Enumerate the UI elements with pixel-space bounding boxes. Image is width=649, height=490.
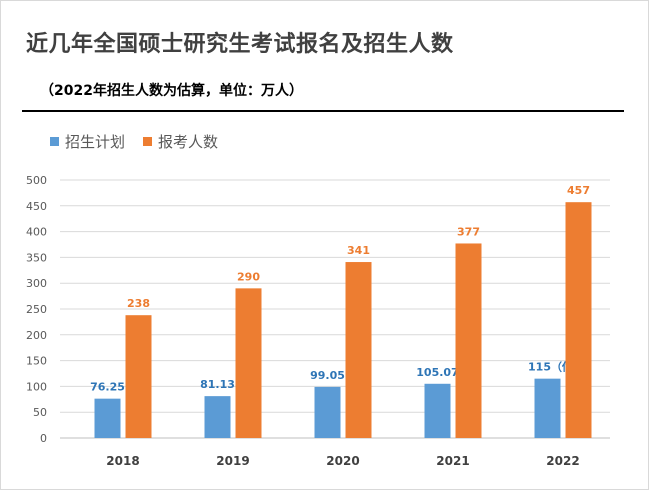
x-tick-label: 2021 (436, 454, 469, 468)
data-label-applicants: 341 (347, 244, 370, 257)
y-tick-label: 350 (26, 251, 47, 264)
title-divider (22, 110, 624, 112)
bar-applicants (565, 202, 592, 438)
legend-swatch-plan (50, 137, 59, 146)
bar-applicants (455, 243, 482, 438)
data-label-applicants: 457 (567, 184, 590, 197)
data-label-applicants: 238 (127, 297, 150, 310)
chart-subtitle: （2022年招生人数为估算，单位：万人） (40, 83, 303, 99)
chart-title: 近几年全国硕士研究生考试报名及招生人数 (26, 32, 454, 57)
y-tick-label: 100 (26, 380, 47, 393)
y-tick-label: 450 (26, 200, 47, 213)
data-label-plan: 99.05 (310, 369, 345, 382)
data-label-applicants: 377 (457, 225, 480, 238)
bar-plan (94, 398, 121, 438)
x-tick-label: 2019 (216, 454, 249, 468)
x-tick-label: 2022 (546, 454, 579, 468)
y-tick-label: 300 (26, 277, 47, 290)
bar-plan (204, 396, 231, 438)
bar-plan (534, 378, 561, 438)
y-tick-label: 0 (40, 432, 47, 445)
legend-swatch-applicants (143, 137, 153, 146)
legend-label-applicants: 报考人数 (158, 133, 219, 151)
data-label-plan: 81.13 (200, 378, 235, 391)
y-tick-label: 200 (26, 329, 47, 342)
y-tick-label: 50 (33, 406, 47, 419)
data-label-plan: 105.07 (416, 366, 458, 379)
legend: 招生计划 报考人数 (50, 131, 218, 152)
bar-plan (424, 383, 451, 438)
legend-item-plan: 招生计划 (50, 131, 125, 152)
y-tick-label: 250 (26, 303, 47, 316)
y-tick-label: 400 (26, 226, 47, 239)
y-tick-label: 500 (26, 174, 47, 187)
x-tick-label: 2018 (106, 454, 139, 468)
bar-applicants (125, 315, 152, 438)
y-tick-label: 150 (26, 355, 47, 368)
bar-plan (314, 386, 341, 438)
x-tick-label: 2020 (326, 454, 359, 468)
bar-applicants (235, 288, 262, 438)
data-label-applicants: 290 (237, 270, 260, 283)
bar-applicants (345, 262, 372, 438)
legend-item-applicants: 报考人数 (143, 131, 218, 152)
legend-label-plan: 招生计划 (65, 133, 126, 151)
data-label-plan: 76.25 (90, 381, 125, 394)
